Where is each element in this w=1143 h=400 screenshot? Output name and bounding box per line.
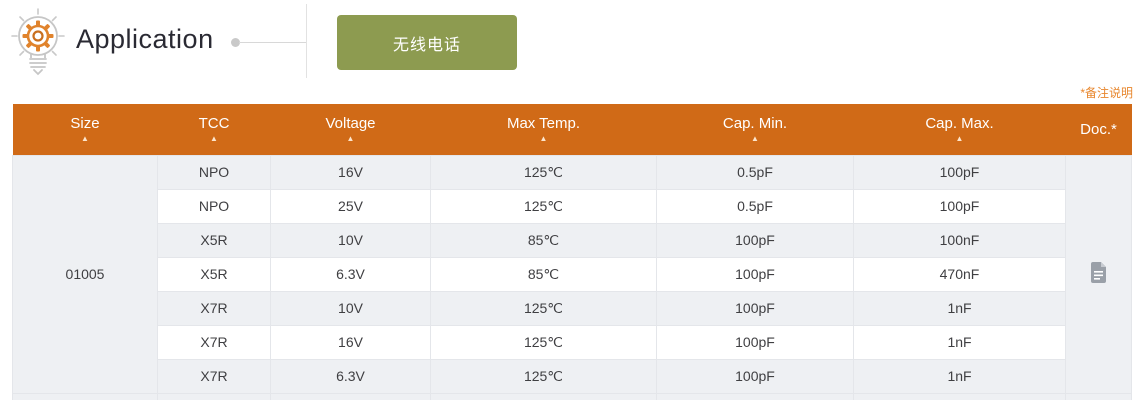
- cap-max-cell: 470nF: [853, 256, 1066, 292]
- cap-min-cell: 100pF: [656, 290, 854, 326]
- voltage-cell: 25V: [270, 188, 431, 224]
- voltage-cell: 10V: [270, 290, 431, 326]
- max-temp-cell: 85℃: [430, 222, 657, 258]
- sort-asc-icon[interactable]: ▲: [346, 134, 355, 144]
- page-title: Application: [76, 24, 214, 54]
- size-cell: 01005: [12, 154, 158, 394]
- table-row: X7R 16V 125℃ 100pF 1nF: [13, 324, 1132, 360]
- cap-max-cell: 1nF: [853, 290, 1066, 326]
- note-row: *备注说明: [0, 84, 1143, 104]
- tcc-cell: NPO: [157, 188, 271, 224]
- cap-min-cell: 100pF: [656, 324, 854, 360]
- capacitor-spec-table: Size ▲ TCC ▲ Voltage ▲ Max Temp. ▲ Cap. Min.…: [12, 104, 1132, 400]
- page-header: Application 无线电话: [0, 0, 1143, 84]
- max-temp-cell: 125℃: [430, 154, 657, 190]
- column-label: Max Temp.: [506, 115, 581, 133]
- column-header-cap-max[interactable]: Cap. Max. ▲: [853, 104, 1066, 155]
- cap-max-cell: 1nF: [853, 324, 1066, 360]
- tcc-cell: X7R: [157, 290, 271, 326]
- table-row: NPO 25V 125℃ 0.5pF 100pF: [13, 188, 1132, 224]
- document-icon[interactable]: [1090, 262, 1107, 286]
- sort-asc-icon[interactable]: ▲: [539, 134, 548, 144]
- cap-max-cell: 100pF: [853, 188, 1066, 224]
- clipped-next-row: [12, 392, 1132, 400]
- voltage-cell: 16V: [270, 324, 431, 360]
- sort-asc-icon[interactable]: ▲: [955, 134, 964, 144]
- voltage-cell: 6.3V: [270, 358, 431, 394]
- cap-min-cell: 100pF: [656, 222, 854, 258]
- vertical-divider: [306, 4, 307, 78]
- cap-min-cell: 0.5pF: [656, 154, 854, 190]
- voltage-cell: 10V: [270, 222, 431, 258]
- max-temp-cell: 85℃: [430, 256, 657, 292]
- column-header-tcc[interactable]: TCC ▲: [157, 104, 271, 155]
- cap-max-cell: 100nF: [853, 222, 1066, 258]
- table-row: X5R 6.3V 85℃ 100pF 470nF: [13, 256, 1132, 292]
- voltage-cell: 16V: [270, 154, 431, 190]
- cap-min-cell: 100pF: [656, 256, 854, 292]
- cap-min-cell: 0.5pF: [656, 188, 854, 224]
- tcc-cell: NPO: [157, 154, 271, 190]
- tcc-cell: X7R: [157, 324, 271, 360]
- connector-line: [239, 42, 306, 43]
- column-label: Cap. Max.: [925, 115, 994, 133]
- tcc-cell: X5R: [157, 256, 271, 292]
- cap-max-cell: 100pF: [853, 154, 1066, 190]
- column-header-cap-min[interactable]: Cap. Min. ▲: [656, 104, 854, 155]
- column-header-size[interactable]: Size ▲: [12, 104, 158, 155]
- note-link[interactable]: *备注说明: [1080, 86, 1133, 100]
- column-label: Doc.*: [1080, 120, 1117, 138]
- max-temp-cell: 125℃: [430, 324, 657, 360]
- table-row: X7R 6.3V 125℃ 100pF 1nF: [13, 358, 1132, 394]
- tcc-cell: X7R: [157, 358, 271, 394]
- cap-max-cell: 1nF: [853, 358, 1066, 394]
- column-label: Cap. Min.: [722, 115, 788, 133]
- cap-min-cell: 100pF: [656, 358, 854, 394]
- max-temp-cell: 125℃: [430, 188, 657, 224]
- sort-asc-icon[interactable]: ▲: [751, 134, 759, 144]
- table-header-row: Size ▲ TCC ▲ Voltage ▲ Max Temp. ▲ Cap. Min.…: [12, 104, 1132, 155]
- application-filter-button[interactable]: 无线电话: [337, 15, 517, 70]
- table-row: X7R 10V 125℃ 100pF 1nF: [13, 290, 1132, 326]
- doc-cell[interactable]: [1065, 154, 1132, 394]
- tcc-cell: X5R: [157, 222, 271, 258]
- max-temp-cell: 125℃: [430, 358, 657, 394]
- sort-asc-icon[interactable]: ▲: [210, 134, 218, 144]
- column-label: Size: [70, 115, 100, 133]
- column-header-voltage[interactable]: Voltage ▲: [270, 104, 431, 155]
- voltage-cell: 6.3V: [270, 256, 431, 292]
- lightbulb-gear-icon: [10, 6, 66, 83]
- sort-asc-icon[interactable]: ▲: [81, 134, 89, 144]
- column-label: TCC: [198, 115, 230, 133]
- table-row: 01005 NPO 16V 125℃ 0.5pF 100pF: [12, 154, 1132, 394]
- column-header-max-temp[interactable]: Max Temp. ▲: [430, 104, 657, 155]
- table-row: X5R 10V 85℃ 100pF 100nF: [13, 222, 1132, 258]
- max-temp-cell: 125℃: [430, 290, 657, 326]
- column-label: Voltage: [325, 115, 376, 133]
- connector-dot-icon: [231, 38, 240, 47]
- column-header-doc: Doc.*: [1065, 104, 1132, 155]
